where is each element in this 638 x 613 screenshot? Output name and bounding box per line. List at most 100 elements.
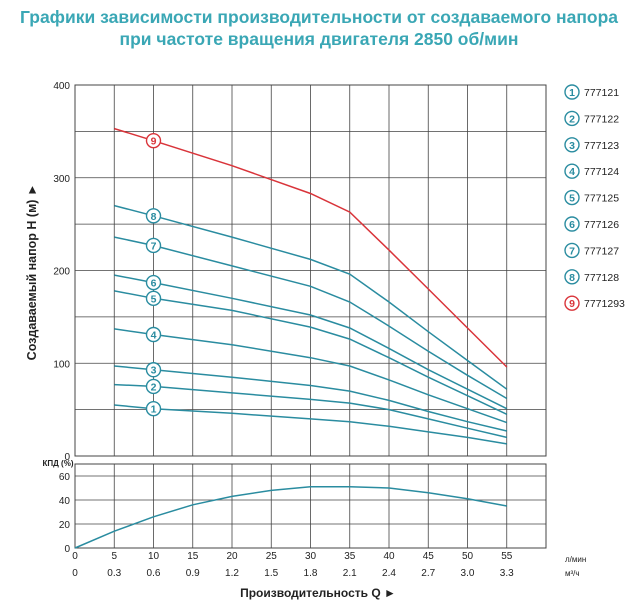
curve-777126 [114,274,508,410]
curve-marker-label-5: 5 [151,293,157,305]
x-tick-label-m3h: 0.6 [147,568,161,579]
curve-7771293 [114,127,508,368]
curve-marker-label-8: 8 [151,211,157,223]
x-tick-label-m3h: 0.9 [186,568,200,579]
legend-marker-label-7: 7 [569,245,575,257]
legend-entry-777125: 777125 [584,193,619,205]
x-tick-label-m3h: 1.2 [225,568,239,579]
curve-marker-7 [145,237,162,254]
legend-marker-4 [564,163,580,179]
chart-title-line2: при частоте вращения двигателя 2850 об/м… [119,29,519,49]
x-tick-label-lpm: 30 [305,551,317,562]
legend-marker-label-1: 1 [569,87,575,99]
x-tick-label-m3h: 0 [72,568,78,579]
x-tick-label-m3h: 1.8 [304,568,318,579]
x-tick-label-lpm: 25 [266,551,278,562]
x-tick-label-m3h: 3.0 [461,568,475,579]
x-tick-label-lpm: 15 [187,551,199,562]
x-tick-label-lpm: 20 [226,551,238,562]
legend-marker-label-4: 4 [569,166,575,178]
curve-marker-2 [145,378,162,395]
x-tick-label-lpm: 35 [344,551,356,562]
legend-marker-2 [564,110,580,127]
curve-777125 [114,290,508,415]
legend-marker-1 [564,84,580,100]
efficiency-chart-curve [74,486,507,549]
curve-marker-label-3: 3 [151,365,157,377]
x-tick-label-lpm: 45 [423,551,435,562]
x-tick-label-m3h: 3.3 [500,568,514,579]
x-tick-label-lpm: 0 [72,551,78,562]
curve-777124 [114,328,508,424]
legend-entry-777126: 777126 [584,219,619,231]
legend-entry-777127: 777127 [584,245,619,257]
head-chart-grid [74,84,547,457]
curve-marker-6 [145,274,162,291]
curve-marker-label-4: 4 [151,329,157,341]
legend-marker-label-9: 9 [569,298,575,310]
legend-marker-6 [564,216,580,232]
x-tick-label-lpm: 55 [501,551,513,562]
eff-y-tick-label: 60 [59,472,71,483]
head-y-tick-label: 200 [53,267,70,278]
curve-marker-1 [145,400,162,417]
head-y-tick-label: 400 [53,81,70,92]
legend-marker-5 [564,189,580,206]
curve-marker-8 [145,208,162,224]
efficiency-curve [74,486,507,549]
eff-y-tick-label: 20 [59,520,71,531]
curve-marker-3 [145,362,162,378]
curve-marker-label-7: 7 [151,240,157,252]
legend-marker-9 [564,295,580,311]
curve-777127 [114,236,508,400]
curve-marker-4 [145,326,162,343]
head-y-tick-label: 100 [53,359,70,370]
x-tick-label-lpm: 10 [148,551,160,562]
eff-y-tick-label: 0 [64,544,70,555]
x-axis-label: Производительность Q ► [240,586,396,600]
unit-lpm-label: л/мин [565,555,586,564]
legend-entry-777123: 777123 [584,140,619,152]
unit-m3h-label: м³/ч [565,569,580,578]
x-tick-label-lpm: 40 [383,551,395,562]
legend-entry-777128: 777128 [584,272,619,284]
x-tick-label-m3h: 1.5 [264,568,278,579]
x-tick-label-m3h: 2.1 [343,568,357,579]
curve-777122 [114,383,507,439]
legend-marker-7 [564,242,580,259]
head-chart-curves: 1 2 3 4 5 6 7 8 9 [114,127,508,445]
curve-marker-label-2: 2 [151,381,157,393]
x-tick-label-m3h: 2.7 [421,568,435,579]
legend-entry-7771293: 7771293 [584,298,625,310]
legend-marker-label-6: 6 [569,219,575,231]
legend-marker-label-5: 5 [569,193,575,205]
x-tick-label-m3h: 2.4 [382,568,396,579]
eff-y-tick-label: 40 [59,496,71,507]
curve-marker-label-6: 6 [151,278,157,290]
x-tick-label-lpm: 5 [111,551,117,562]
head-y-tick-label: 300 [53,174,70,185]
legend-entry-777124: 777124 [584,166,619,178]
legend-marker-label-8: 8 [569,272,575,284]
legend-marker-8 [564,269,580,285]
y-axis-label: Создаваемый напор Н (м) ► [25,184,39,361]
x-tick-label-m3h: 0.3 [107,568,121,579]
x-tick-label-lpm: 50 [462,551,474,562]
legend-marker-label-2: 2 [569,113,575,125]
legend-marker-label-3: 3 [569,140,575,152]
curve-marker-9 [145,132,162,149]
curve-marker-label-1: 1 [151,404,157,416]
chart-title-line1: Графики зависимости производительности о… [20,7,618,27]
curve-777121 [114,404,507,445]
curve-marker-5 [145,290,162,307]
curve-777123 [114,365,507,432]
legend: 1 777121 2 777122 3 777123 4 777124 5 777125 6 7771… [564,84,625,311]
curve-777128 [114,204,508,390]
head-y-tick-label: 0 [64,452,70,463]
curve-marker-label-9: 9 [151,136,157,148]
eff-axis-label: КПД (%) [43,459,74,468]
legend-marker-3 [564,137,580,153]
legend-entry-777121: 777121 [584,87,619,99]
